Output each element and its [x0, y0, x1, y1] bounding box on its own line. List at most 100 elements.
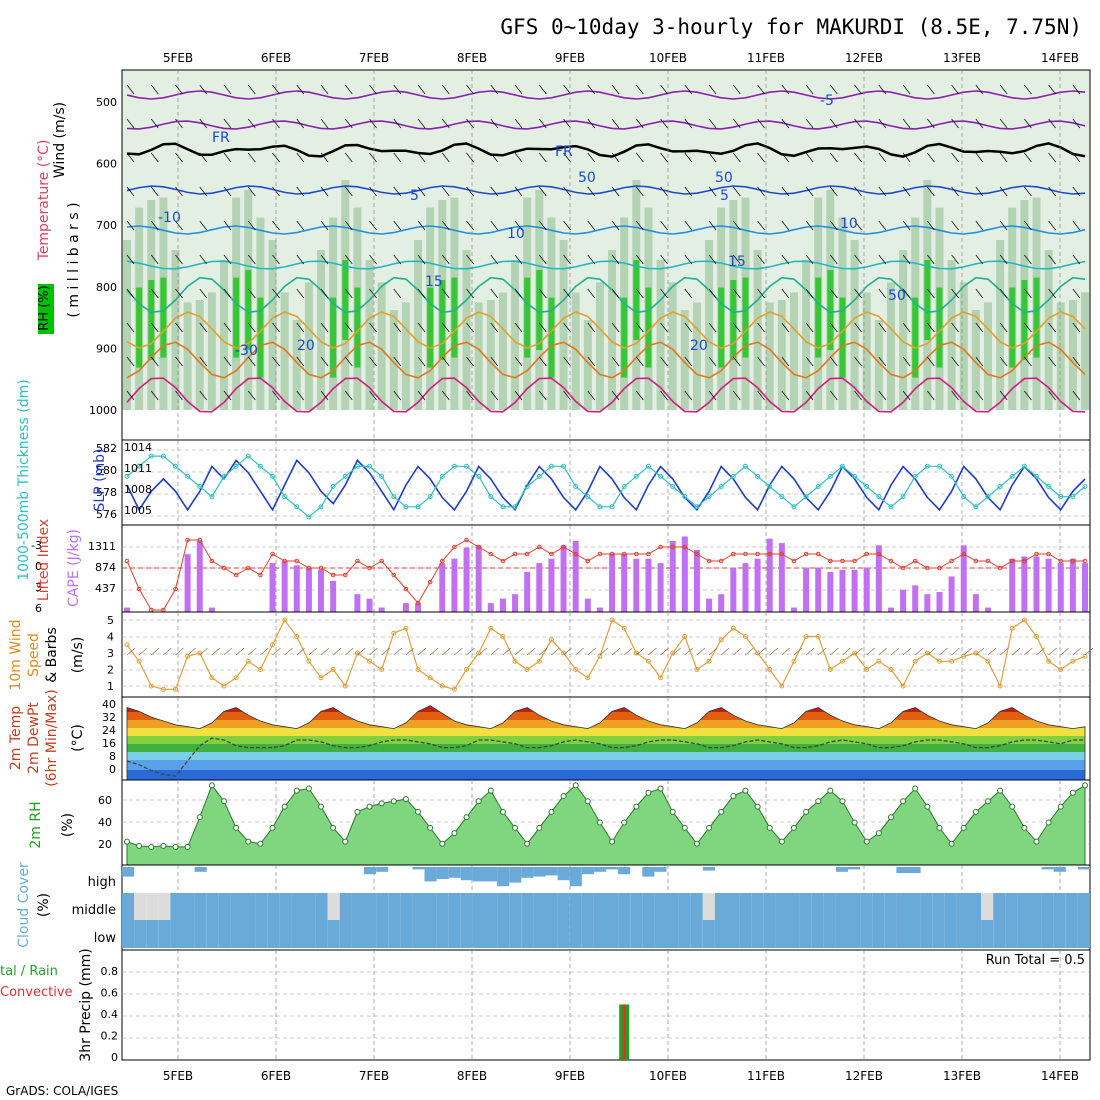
cloud-mid-bar	[267, 893, 280, 920]
panel-slp-thickness	[121, 439, 1091, 526]
cloud-mid-bar	[255, 893, 268, 920]
wind-barb	[223, 356, 232, 367]
cloud-low-bar	[835, 920, 848, 948]
wind-barb	[927, 118, 935, 129]
rh2-marker	[184, 843, 191, 850]
li-marker	[718, 558, 724, 564]
cape-bar	[548, 558, 555, 612]
cape-bar	[609, 554, 616, 612]
cloud-mid-bar	[509, 893, 522, 920]
wind-barb-10m	[1012, 647, 1021, 656]
cloud-mid-bar	[400, 893, 413, 920]
cloud-low-bar	[485, 920, 498, 948]
temp-label-c: (6hr Min/Max)	[44, 689, 60, 786]
wind-speed-marker	[961, 653, 967, 659]
precip-y-tick: 0.6	[101, 987, 119, 1000]
cloud-low-bar	[884, 920, 897, 948]
wind-barb	[466, 220, 474, 231]
wind-barb	[733, 390, 741, 401]
cape-bar	[803, 567, 810, 612]
wind-barb	[539, 390, 547, 401]
wind-barb	[611, 288, 620, 299]
rh2-marker	[766, 824, 773, 831]
wind-barb	[393, 254, 402, 265]
thickness-marker	[949, 473, 955, 479]
wind-barb	[1072, 186, 1081, 197]
wind-barb	[514, 186, 523, 197]
li-marker	[173, 586, 178, 592]
wind-barb-10m	[660, 647, 669, 656]
cloud-mid-bar	[932, 893, 945, 920]
wind-barb-10m	[902, 647, 912, 656]
wind-barb	[660, 390, 668, 401]
wind-speed-marker	[609, 617, 615, 623]
wind-barb	[684, 220, 693, 231]
wind-barb	[539, 322, 547, 333]
cape-bar	[318, 569, 325, 612]
wind-barb	[514, 152, 523, 163]
thickness-marker	[536, 473, 542, 479]
wind-barb	[999, 390, 1008, 401]
rh-shade-high	[160, 277, 167, 358]
wind-speed-marker	[585, 675, 591, 681]
footer-credit: GrADS: COLA/IGES	[6, 1084, 118, 1098]
wind-speed-marker	[985, 658, 991, 664]
cloud-high-bar	[485, 867, 498, 882]
wind-barb	[417, 254, 426, 265]
thickness-marker	[391, 494, 397, 500]
thickness-marker	[645, 463, 651, 469]
date-label-bottom: 14FEB	[1041, 1069, 1079, 1083]
cloud-low-bar	[279, 920, 292, 948]
wind-speed-marker	[864, 667, 870, 672]
wind-barb-10m	[405, 647, 415, 656]
cloud-mid-bar	[1005, 893, 1018, 920]
cloud-mid-bar	[956, 893, 969, 920]
cloud-mid-bar	[279, 893, 292, 920]
wind-barb	[733, 288, 741, 299]
cape-bar	[633, 558, 640, 612]
wind-barb	[490, 288, 499, 299]
rh2-marker	[742, 787, 749, 794]
upper-y-tick: 1000	[89, 404, 117, 417]
rh2-marker	[548, 808, 555, 815]
wind-speed-marker	[173, 686, 179, 692]
cape-bar	[1082, 563, 1088, 612]
cloud-mid-bar	[424, 893, 437, 920]
wind-barb	[223, 322, 232, 333]
wind-barb	[539, 220, 547, 231]
cloud-mid-bar	[339, 893, 352, 920]
wind-barb	[296, 288, 305, 299]
rh2-marker	[136, 842, 143, 849]
rh-shade-high	[548, 297, 555, 378]
wind-barb	[320, 288, 329, 299]
wind-barb	[927, 390, 935, 401]
cloud-low-bar	[122, 920, 135, 948]
wind-barb	[126, 254, 135, 265]
wind-barb	[199, 152, 208, 163]
wind-barb	[126, 118, 135, 129]
rh-shade-high	[245, 270, 252, 350]
rh2-marker	[293, 787, 300, 794]
cape-bar	[293, 565, 300, 612]
rh-shade	[765, 302, 774, 410]
wind-barb	[757, 118, 765, 129]
wind-speed-marker	[694, 667, 700, 672]
thickness-marker	[488, 494, 494, 500]
cloud-low-bar	[654, 920, 667, 948]
wind-barb	[927, 84, 935, 95]
wind-barb	[927, 152, 935, 163]
wind-barb	[563, 152, 571, 163]
wind-barb	[417, 118, 426, 129]
cape-bar	[536, 563, 543, 612]
wind-barb	[636, 356, 644, 367]
wind-barb	[272, 84, 280, 95]
rh2-marker	[657, 785, 664, 792]
cloud-mid-bar	[303, 893, 316, 920]
thickness-marker	[803, 494, 809, 500]
rh2-area	[126, 784, 1086, 866]
thickness-marker	[852, 473, 858, 479]
wind-barb	[1072, 288, 1081, 299]
rh-shade-high	[136, 287, 143, 368]
wind-barb	[175, 390, 183, 401]
rh-shade	[850, 240, 859, 410]
